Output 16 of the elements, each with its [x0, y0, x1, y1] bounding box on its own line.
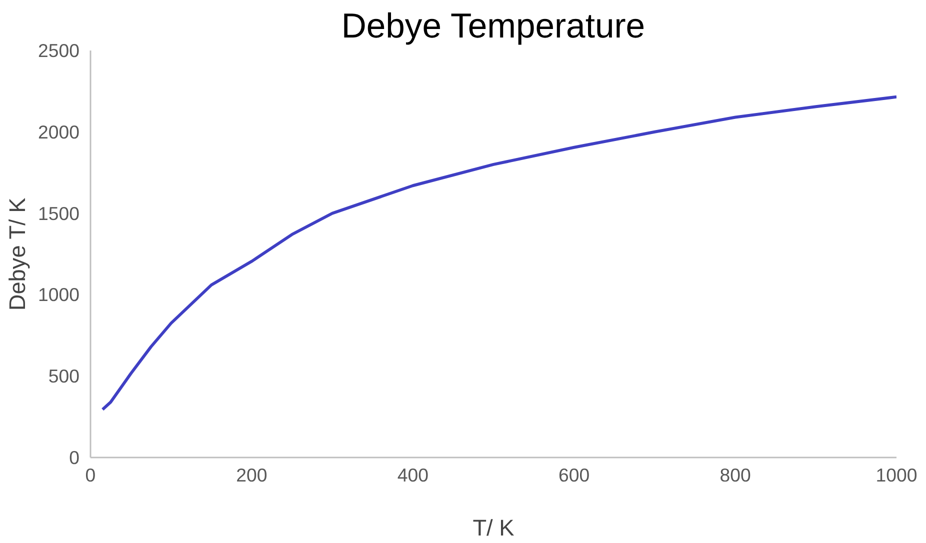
y-tick-label: 1500	[38, 202, 80, 224]
y-tick-label: 2000	[38, 121, 80, 142]
y-tick-label: 1000	[38, 284, 80, 306]
x-tick-label: 1000	[876, 464, 918, 486]
x-tick-label: 400	[397, 464, 428, 486]
x-tick-label: 200	[236, 464, 268, 486]
x-axis-title: T/ K	[472, 514, 514, 540]
line-series	[101, 95, 896, 411]
y-tick-label: 2500	[38, 40, 80, 61]
chart-title: Debye Temperature	[341, 8, 646, 46]
y-axis-title: Debye T/ K	[4, 198, 30, 311]
x-tick-label: 800	[720, 464, 751, 486]
x-tick-label: 600	[558, 464, 590, 486]
y-tick-label: 0	[69, 447, 80, 468]
y-tick-label: 500	[48, 366, 80, 387]
x-tick-label: 0	[85, 464, 96, 486]
